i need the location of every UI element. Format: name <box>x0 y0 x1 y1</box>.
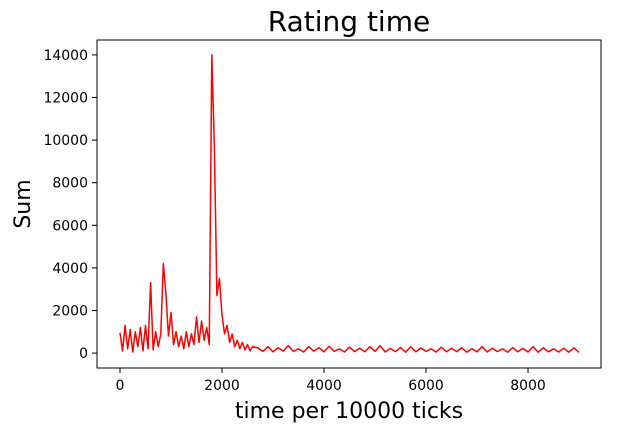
y-tick-label: 8000 <box>52 176 88 192</box>
x-tick-label: 2000 <box>204 378 240 394</box>
y-tick-label: 6000 <box>52 218 88 234</box>
y-tick-label: 0 <box>79 346 88 362</box>
x-tick-label: 6000 <box>408 378 444 394</box>
plot-frame <box>96 39 602 369</box>
y-tick-label: 4000 <box>52 261 88 277</box>
x-tick-label: 8000 <box>510 378 546 394</box>
x-tick-label: 0 <box>116 378 125 394</box>
y-tick-label: 2000 <box>52 303 88 319</box>
y-tick-label: 10000 <box>43 133 88 149</box>
x-axis-label: time per 10000 ticks <box>235 399 463 424</box>
y-tick-label: 12000 <box>43 91 88 107</box>
data-line <box>119 54 580 354</box>
x-tick-label: 4000 <box>306 378 342 394</box>
y-tick-label: 14000 <box>43 48 88 64</box>
y-axis-label: Sum <box>11 179 36 228</box>
chart-title: Rating time <box>268 5 430 38</box>
